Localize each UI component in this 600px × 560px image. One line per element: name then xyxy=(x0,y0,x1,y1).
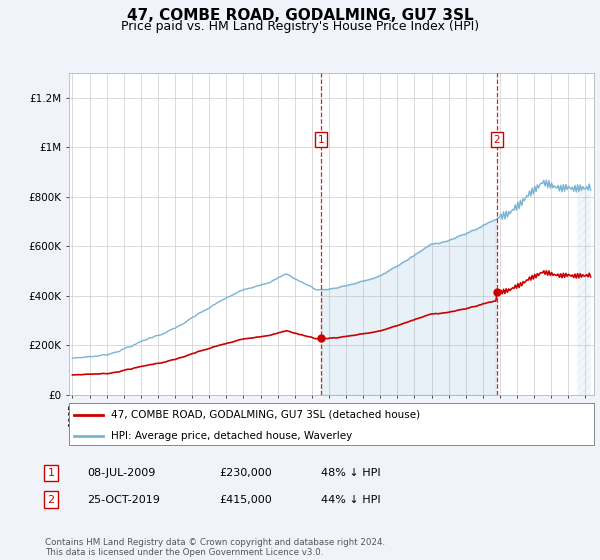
Text: 47, COMBE ROAD, GODALMING, GU7 3SL: 47, COMBE ROAD, GODALMING, GU7 3SL xyxy=(127,8,473,24)
Text: 44% ↓ HPI: 44% ↓ HPI xyxy=(321,494,380,505)
Text: 1: 1 xyxy=(47,468,55,478)
Text: Price paid vs. HM Land Registry's House Price Index (HPI): Price paid vs. HM Land Registry's House … xyxy=(121,20,479,32)
Text: 25-OCT-2019: 25-OCT-2019 xyxy=(87,494,160,505)
Text: 2: 2 xyxy=(494,134,500,144)
Text: HPI: Average price, detached house, Waverley: HPI: Average price, detached house, Wave… xyxy=(111,431,352,441)
Text: 1: 1 xyxy=(317,134,324,144)
Text: Contains HM Land Registry data © Crown copyright and database right 2024.
This d: Contains HM Land Registry data © Crown c… xyxy=(45,538,385,557)
Text: 48% ↓ HPI: 48% ↓ HPI xyxy=(321,468,380,478)
Text: 47, COMBE ROAD, GODALMING, GU7 3SL (detached house): 47, COMBE ROAD, GODALMING, GU7 3SL (deta… xyxy=(111,410,420,420)
Text: £230,000: £230,000 xyxy=(219,468,272,478)
Text: 08-JUL-2009: 08-JUL-2009 xyxy=(87,468,155,478)
Text: £415,000: £415,000 xyxy=(219,494,272,505)
Text: 2: 2 xyxy=(47,494,55,505)
